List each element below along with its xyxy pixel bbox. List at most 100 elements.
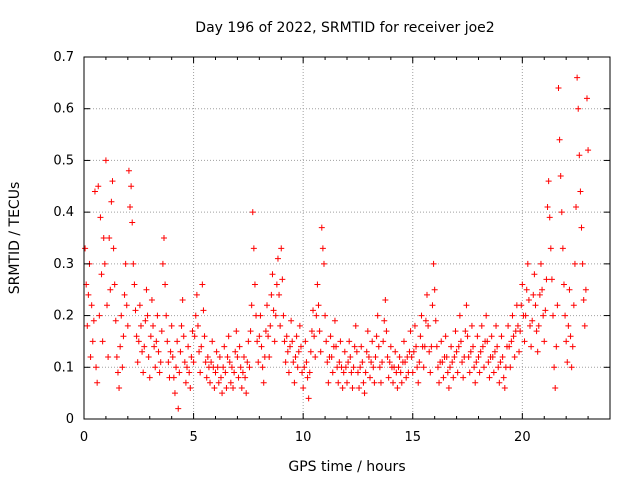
data-point: [370, 364, 377, 371]
data-point: [346, 338, 353, 345]
data-point: [82, 245, 89, 252]
data-point: [276, 291, 283, 298]
data-point: [542, 307, 549, 314]
data-point: [260, 379, 267, 386]
data-point: [345, 359, 352, 366]
data-point: [226, 359, 233, 366]
data-point: [104, 302, 111, 309]
data-point: [430, 260, 437, 267]
data-point: [98, 271, 105, 278]
data-point: [291, 379, 298, 386]
data-point: [348, 369, 355, 376]
data-point: [127, 203, 134, 210]
data-point: [569, 343, 576, 350]
data-point: [312, 353, 319, 360]
data-point: [152, 364, 159, 371]
x-tick-label: 20: [514, 430, 531, 445]
data-point: [284, 348, 291, 355]
data-point: [197, 369, 204, 376]
data-point: [191, 333, 198, 340]
data-point: [490, 369, 497, 376]
data-point: [464, 333, 471, 340]
x-tick-label: 5: [189, 430, 197, 445]
data-point: [271, 338, 278, 345]
data-point: [417, 333, 424, 340]
data-point: [220, 364, 227, 371]
data-point: [532, 302, 539, 309]
y-axis-label: SRMTID / TECUs: [7, 182, 23, 295]
data-point: [171, 390, 178, 397]
data-point: [268, 291, 275, 298]
data-point: [167, 348, 174, 355]
data-point: [89, 338, 96, 345]
data-point: [203, 374, 210, 381]
data-point: [466, 369, 473, 376]
data-point: [235, 374, 242, 381]
data-point: [123, 302, 130, 309]
data-point: [259, 364, 266, 371]
data-point: [88, 302, 95, 309]
data-point: [494, 343, 501, 350]
data-point: [457, 338, 464, 345]
data-point: [225, 333, 232, 340]
data-point: [563, 338, 570, 345]
data-point: [107, 286, 114, 293]
data-point: [527, 322, 534, 329]
data-point: [468, 322, 475, 329]
data-point: [361, 390, 368, 397]
data-point: [221, 343, 228, 350]
data-point: [113, 353, 120, 360]
data-point: [258, 343, 265, 350]
data-point: [196, 348, 203, 355]
data-point: [560, 281, 567, 288]
y-tick-label: 0.4: [53, 205, 74, 220]
data-point: [257, 312, 264, 319]
data-point: [231, 369, 238, 376]
data-point: [545, 178, 552, 185]
data-point: [546, 214, 553, 221]
data-point: [465, 353, 472, 360]
data-point: [136, 302, 143, 309]
data-point: [95, 183, 102, 190]
data-point: [336, 359, 343, 366]
data-point: [459, 359, 466, 366]
data-point: [510, 333, 517, 340]
data-point: [105, 353, 112, 360]
data-point: [111, 281, 118, 288]
data-point: [431, 286, 438, 293]
data-point: [331, 317, 338, 324]
y-tick-label: 0.6: [53, 102, 74, 117]
data-point: [269, 271, 276, 278]
data-point: [359, 359, 366, 366]
data-point: [450, 374, 457, 381]
data-point: [233, 328, 240, 335]
data-point: [280, 312, 287, 319]
data-point: [411, 322, 418, 329]
data-point: [454, 369, 461, 376]
data-point: [398, 379, 405, 386]
data-point: [420, 364, 427, 371]
data-point: [145, 353, 152, 360]
data-point: [256, 333, 263, 340]
data-point: [194, 322, 201, 329]
data-point: [300, 384, 307, 391]
data-point: [402, 359, 409, 366]
data-point: [158, 328, 165, 335]
data-point: [418, 312, 425, 319]
data-point: [408, 353, 415, 360]
data-point: [367, 374, 374, 381]
data-point: [143, 286, 150, 293]
data-point: [189, 328, 196, 335]
data-point: [230, 384, 237, 391]
data-point: [118, 312, 125, 319]
data-point: [153, 338, 160, 345]
data-points: [82, 74, 592, 412]
data-point: [133, 333, 140, 340]
data-point: [530, 291, 537, 298]
data-point: [539, 286, 546, 293]
data-point: [236, 343, 243, 350]
data-point: [387, 343, 394, 350]
data-point: [498, 333, 505, 340]
data-point: [533, 328, 540, 335]
data-point: [297, 343, 304, 350]
